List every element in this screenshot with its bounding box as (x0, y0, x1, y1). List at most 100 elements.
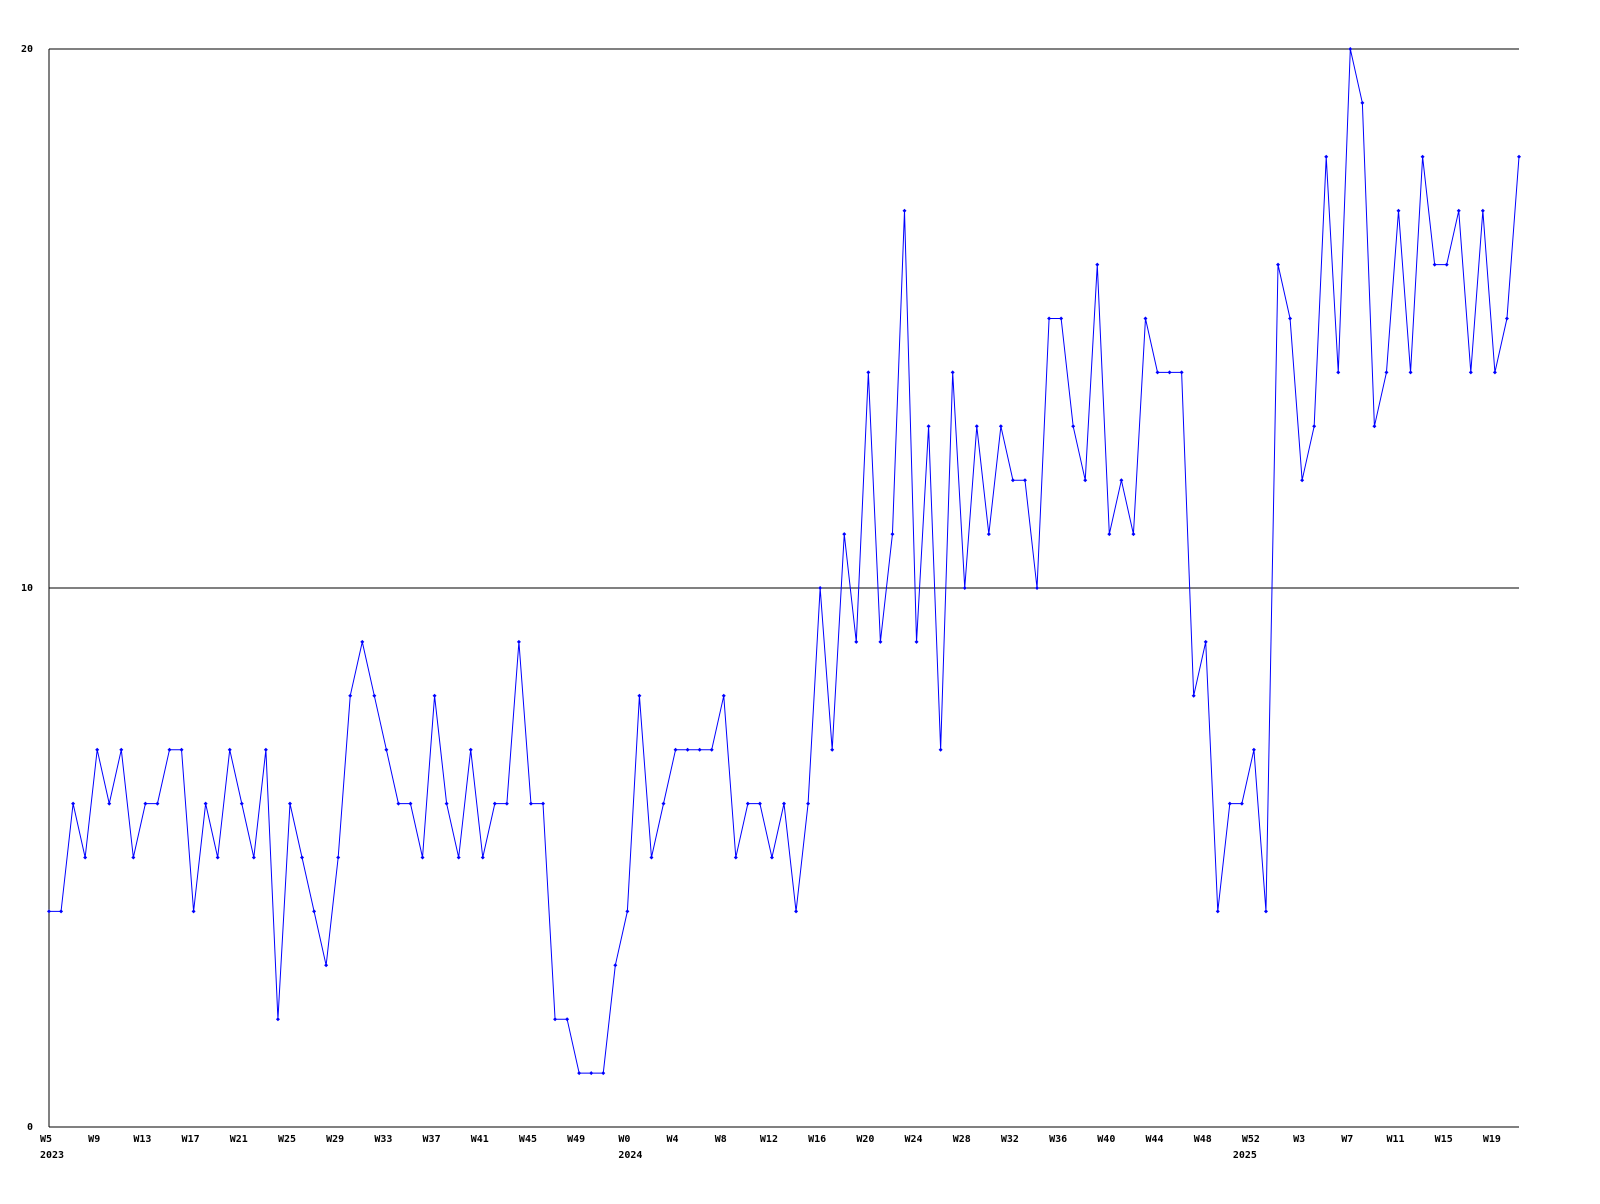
point (360, 639, 365, 644)
y-tick-label: 0 (27, 1122, 33, 1133)
point (926, 424, 931, 429)
point (709, 747, 714, 752)
point (504, 801, 509, 806)
point (1276, 262, 1281, 267)
x-tick-label: W32 (1001, 1134, 1019, 1145)
point (480, 855, 485, 860)
point (1010, 478, 1015, 483)
point (300, 855, 305, 860)
point (974, 424, 979, 429)
x-tick-label: W20 (856, 1134, 874, 1145)
x-tick-label: W45 (519, 1134, 537, 1145)
point (950, 370, 955, 375)
point (733, 855, 738, 860)
point (408, 801, 413, 806)
x-tick-label: W3 (1293, 1134, 1305, 1145)
point (1456, 208, 1461, 213)
point (1408, 370, 1413, 375)
point (1517, 154, 1521, 159)
point (143, 801, 148, 806)
point (1143, 316, 1148, 321)
point (1035, 586, 1040, 590)
point (179, 747, 184, 752)
point (685, 747, 690, 752)
x-tick-label: W49 (567, 1134, 585, 1145)
point (794, 909, 799, 914)
point (866, 370, 871, 375)
point (1444, 262, 1449, 267)
point (1047, 316, 1052, 321)
x-tick-label: W36 (1049, 1134, 1067, 1145)
x-tick-label: W17 (182, 1134, 200, 1145)
point (1022, 478, 1027, 483)
point (492, 801, 497, 806)
point (601, 1071, 606, 1076)
point (1372, 424, 1377, 429)
point (830, 747, 835, 752)
point (107, 801, 112, 806)
point (962, 586, 967, 590)
point (806, 801, 811, 806)
point (1227, 801, 1232, 806)
point (649, 855, 654, 860)
point (625, 909, 630, 914)
point (1348, 47, 1353, 51)
point (1432, 262, 1437, 267)
point (914, 639, 919, 644)
point (745, 801, 750, 806)
point (1396, 208, 1401, 213)
point (589, 1071, 594, 1076)
x-tick-label: W4 (667, 1134, 679, 1145)
point (637, 693, 642, 698)
point (1312, 424, 1317, 429)
point (456, 855, 461, 860)
point (1083, 478, 1088, 483)
point (444, 801, 449, 806)
point (769, 855, 774, 860)
x-tick-label: W8 (715, 1134, 727, 1145)
point (348, 693, 353, 698)
x-tick-label: W21 (230, 1134, 248, 1145)
point (287, 801, 292, 806)
point (71, 801, 76, 806)
x-tick-label: W40 (1097, 1134, 1115, 1145)
point (890, 532, 895, 537)
point (263, 747, 268, 752)
point (577, 1071, 582, 1076)
x-tick-label: W12 (760, 1134, 778, 1145)
point (613, 963, 618, 968)
x-tick-label: W11 (1386, 1134, 1404, 1145)
line (49, 48, 1520, 1074)
point (468, 747, 473, 752)
y-tick-label: 20 (21, 44, 33, 55)
point (1179, 370, 1184, 375)
point (1263, 909, 1268, 914)
point (372, 693, 377, 698)
x-year-label: 2023 (40, 1150, 64, 1161)
point (239, 801, 244, 806)
x-tick-label: W0 (618, 1134, 630, 1145)
point (1215, 909, 1220, 914)
x-tick-label: W33 (374, 1134, 392, 1145)
point (59, 909, 64, 914)
point (1336, 370, 1341, 375)
point (324, 963, 329, 968)
point (1155, 370, 1160, 375)
point (854, 639, 859, 644)
point (384, 747, 389, 752)
point (1131, 532, 1136, 537)
x-tick-label: W44 (1145, 1134, 1163, 1145)
point (1203, 639, 1208, 644)
point (938, 747, 943, 752)
point (1420, 154, 1425, 159)
point (336, 855, 341, 860)
point (155, 801, 160, 806)
point (1191, 693, 1196, 698)
x-tick-label: W25 (278, 1134, 296, 1145)
point (528, 801, 533, 806)
x-tick-label: W19 (1483, 1134, 1501, 1145)
point (1071, 424, 1076, 429)
point (119, 747, 124, 752)
point (721, 693, 726, 698)
point (227, 747, 232, 752)
